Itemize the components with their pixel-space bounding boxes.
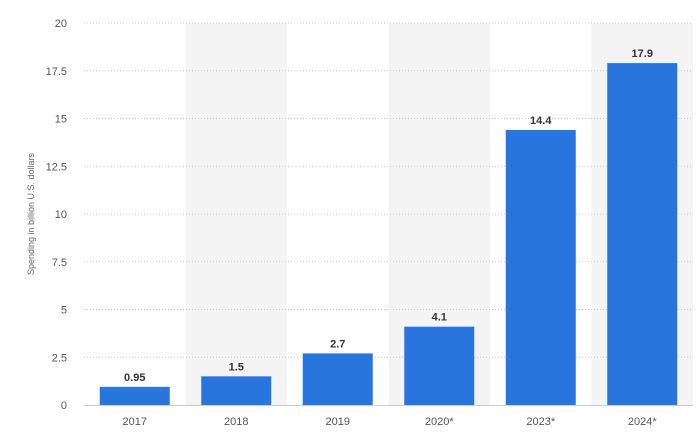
bar [99,386,170,405]
data-label: 2.7 [330,338,345,350]
data-label: 14.4 [530,115,552,127]
y-tick-label: 5 [61,305,67,317]
x-tick-label: 2019 [326,416,350,428]
y-tick-label: 0 [61,400,67,412]
y-axis-title: Spending in billion U.S. dollars [26,152,36,275]
bar [201,376,272,405]
data-label: 0.95 [124,372,145,384]
bar [302,353,373,405]
data-label: 1.5 [229,361,244,373]
x-tick-label: 2023* [526,416,555,428]
x-tick-label: 2018 [224,416,248,428]
y-tick-label: 10 [55,209,67,221]
y-tick-label: 2.5 [52,352,67,364]
y-tick-label: 20 [55,18,67,30]
x-tick-label: 2024* [628,416,657,428]
y-tick-label: 15 [55,114,67,126]
bar [404,326,475,405]
y-tick-label: 7.5 [52,257,67,269]
gridlines [84,22,693,406]
y-axis-ticks: 0 2.5 5 7.5 10 12.5 15 17.5 20 [46,18,67,412]
data-label: 17.9 [632,48,653,60]
column-band [185,23,287,405]
x-axis-ticks: 2017 2018 2019 2020* 2023* 2024* [123,416,658,428]
y-tick-label: 12.5 [46,161,67,173]
x-tick-label: 2020* [425,416,454,428]
bar [505,129,576,405]
x-tick-label: 2017 [123,416,147,428]
data-label: 4.1 [432,312,447,324]
bars [99,63,678,406]
bar [607,63,678,406]
data-labels: 0.95 1.5 2.7 4.1 14.4 17.9 [124,48,653,384]
y-tick-label: 17.5 [46,66,67,78]
